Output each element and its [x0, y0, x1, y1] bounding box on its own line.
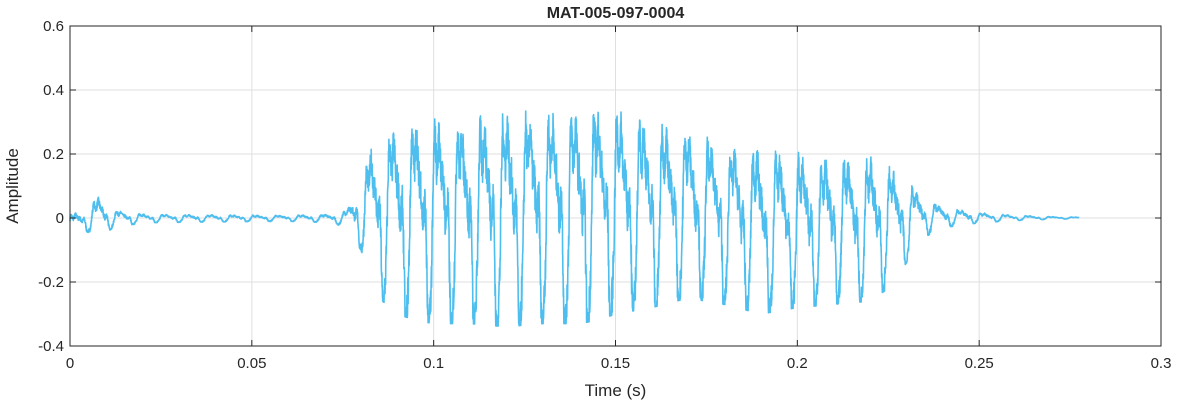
- y-tick-label: 0.4: [43, 82, 64, 99]
- x-tick-label: 0.1: [423, 355, 444, 372]
- y-tick-label: 0: [56, 210, 64, 227]
- x-tick-label: 0: [66, 355, 74, 372]
- x-tick-label: 0.3: [1151, 355, 1172, 372]
- waveform-line: [69, 110, 1080, 327]
- x-tick-label: 0.05: [237, 355, 266, 372]
- y-tick-label: 0.2: [43, 146, 64, 163]
- x-tick-label: 0.15: [601, 355, 630, 372]
- y-tick-label: -0.2: [38, 274, 64, 291]
- axis-ticks: 0 0.05 0.1 0.15 0.2 0.25 0.3 -0.4 -0.2 0 0.2 0.4 0.6: [38, 18, 1171, 372]
- chart-title: MAT-005-097-0004: [547, 5, 685, 22]
- y-tick-label: 0.6: [43, 18, 64, 35]
- y-axis-label: Amplitude: [3, 148, 22, 224]
- x-axis-label: Time (s): [585, 381, 647, 400]
- y-tick-label: -0.4: [38, 338, 64, 355]
- plot-area: [69, 110, 1080, 327]
- x-tick-label: 0.25: [965, 355, 994, 372]
- x-tick-label: 0.2: [787, 355, 808, 372]
